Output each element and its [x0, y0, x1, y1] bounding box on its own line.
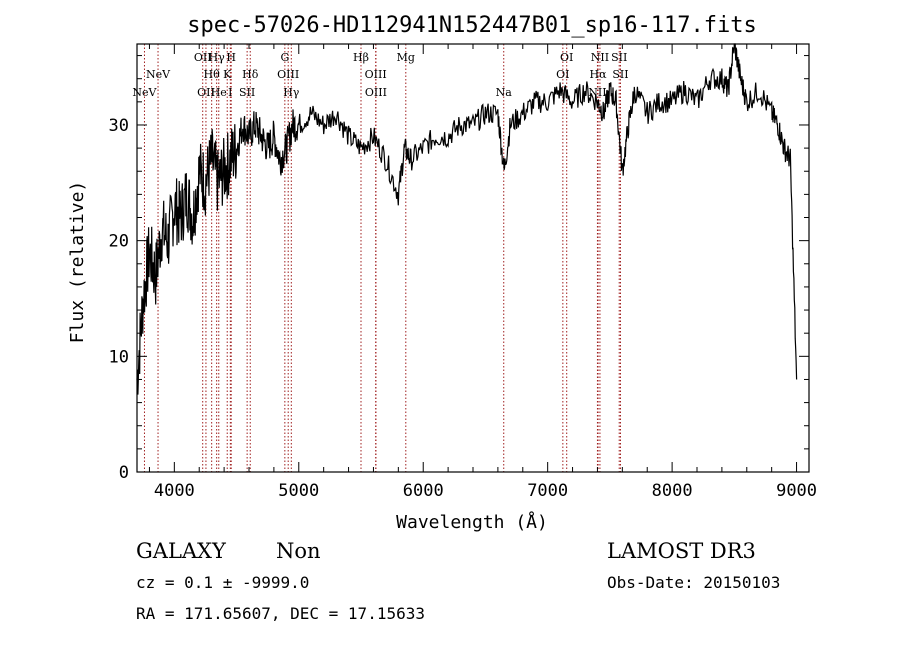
line-marker-label: Hα — [590, 68, 608, 81]
line-marker-label: OIII — [365, 68, 387, 81]
line-marker-label: G — [280, 51, 289, 64]
line-marker-label: Hγ — [209, 51, 226, 64]
line-marker-label: K — [223, 68, 232, 81]
line-marker-label: SII — [611, 51, 627, 64]
obs-date: Obs-Date: 20150103 — [607, 573, 780, 592]
y-tick-label: 10 — [109, 347, 129, 367]
x-tick-label: 7000 — [527, 481, 568, 501]
survey-label: LAMOST DR3 — [607, 539, 756, 563]
line-marker-label: I — [228, 86, 232, 99]
line-marker-label: OIII — [365, 86, 387, 99]
line-marker-label: Hδ — [242, 68, 259, 81]
line-marker-label: NII — [588, 86, 606, 99]
line-marker-label: H — [226, 51, 236, 64]
line-marker-label: Mg — [397, 51, 415, 64]
x-tick-label: 8000 — [652, 481, 693, 501]
x-axis-label: Wavelength (Å) — [396, 511, 548, 533]
y-axis-label: Flux (relative) — [67, 181, 88, 344]
x-tick-label: 5000 — [278, 481, 319, 501]
x-tick-label: 4000 — [154, 481, 195, 501]
line-marker-label: OII — [197, 86, 215, 99]
line-marker-label: OI — [560, 51, 573, 64]
y-axis-ticks: 0 10 20 30 — [109, 55, 809, 483]
line-marker-label: NeV — [146, 68, 171, 81]
line-marker-label: OI — [556, 68, 569, 81]
line-marker-label: OII — [194, 51, 212, 64]
line-marker-label: Na — [496, 86, 513, 99]
coords-readout: RA = 171.65607, DEC = 17.15633 — [136, 604, 425, 623]
y-tick-label: 30 — [109, 116, 129, 136]
line-marker-label: SII — [612, 68, 628, 81]
spectrum-line — [136, 43, 798, 395]
line-marker-label: He — [211, 86, 227, 99]
x-tick-label: 9000 — [776, 481, 817, 501]
subclass-label: Non — [276, 539, 321, 563]
x-axis-ticks: 4000 5000 6000 7000 8000 9000 — [148, 44, 817, 501]
plot-frame — [136, 43, 810, 473]
line-marker-label: OIII — [277, 68, 299, 81]
class-label: GALAXY — [136, 539, 227, 563]
chart-title: spec-57026-HD112941N152447B01_sp16-117.f… — [187, 13, 757, 38]
line-marker-label: Hβ — [353, 51, 369, 64]
line-marker-label: NeV — [132, 86, 157, 99]
line-marker-label: Hθ — [204, 68, 221, 81]
line-marker-labels: NeV NeV OII OII Hθ Hγ He KH I SII Hδ G OIII Hγ Hβ OIII O… — [132, 51, 628, 99]
y-tick-label: 20 — [109, 232, 129, 252]
y-tick-label: 0 — [119, 463, 129, 483]
line-marker-label: NII — [591, 51, 609, 64]
line-marker-label: SII — [239, 86, 255, 99]
x-tick-label: 6000 — [403, 481, 444, 501]
line-markers — [143, 44, 621, 472]
cz-readout: cz = 0.1 ± -9999.0 — [136, 573, 309, 592]
line-marker-label: Hγ — [283, 86, 300, 99]
